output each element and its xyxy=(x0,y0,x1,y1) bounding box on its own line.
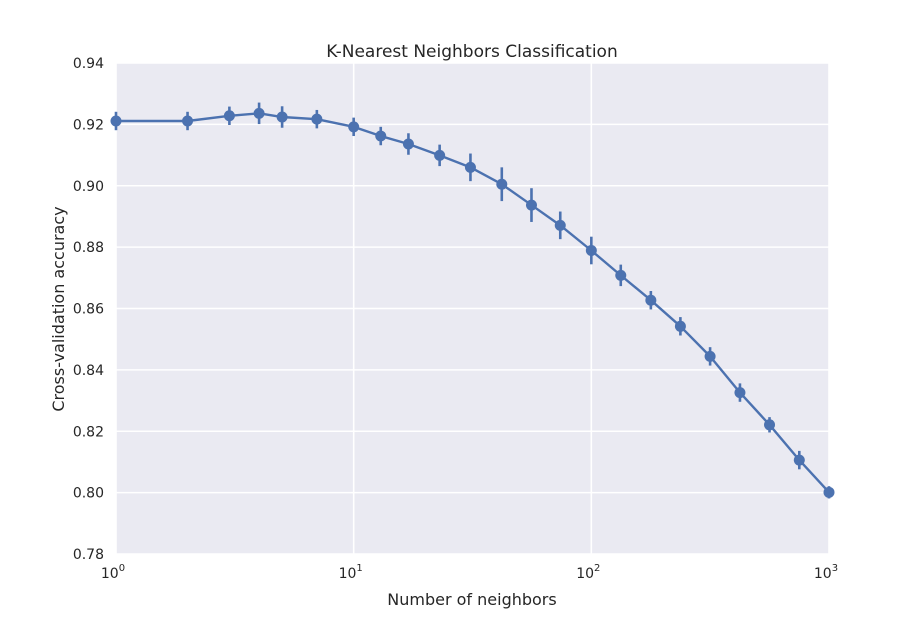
x-tick-exponent: 0 xyxy=(119,563,125,574)
x-tick-exponent: 1 xyxy=(356,563,362,574)
data-point xyxy=(110,115,122,127)
y-axis-label: Cross-validation accuracy xyxy=(49,206,68,411)
y-tick-label: 0.86 xyxy=(73,302,104,318)
x-tick-label: 103 xyxy=(814,563,838,582)
data-point xyxy=(496,178,508,190)
x-tick-label: 100 xyxy=(101,563,125,582)
x-tick-base: 10 xyxy=(101,566,119,582)
data-point xyxy=(348,121,360,133)
data-point xyxy=(311,113,323,125)
x-tick-base: 10 xyxy=(339,566,357,582)
x-tick-base: 10 xyxy=(576,566,594,582)
y-tick-label: 0.78 xyxy=(73,547,104,563)
y-tick-label: 0.90 xyxy=(73,179,104,195)
y-tick-label: 0.84 xyxy=(73,363,104,379)
data-point xyxy=(645,294,657,306)
data-point xyxy=(402,138,414,150)
y-tick-label: 0.92 xyxy=(73,117,104,133)
y-tick-label: 0.80 xyxy=(73,486,104,502)
data-point xyxy=(525,199,537,211)
y-tick-label: 0.94 xyxy=(73,56,104,72)
data-point xyxy=(253,107,265,119)
data-point xyxy=(182,115,194,127)
y-axis-ticks: 0.78 0.80 0.82 0.84 0.86 0.88 0.90 0.92 0.94 xyxy=(73,56,104,563)
data-point xyxy=(764,419,776,431)
data-point xyxy=(464,161,476,173)
chart-title: K-Nearest Neighbors Classification xyxy=(326,42,617,62)
x-tick-exponent: 2 xyxy=(594,563,600,574)
data-point xyxy=(554,219,566,231)
data-point xyxy=(823,486,835,498)
data-point xyxy=(615,269,627,281)
x-axis-label: Number of neighbors xyxy=(387,590,556,609)
x-tick-label: 102 xyxy=(576,563,600,582)
data-point xyxy=(434,149,446,161)
y-tick-label: 0.88 xyxy=(73,240,104,256)
x-tick-exponent: 3 xyxy=(832,563,838,574)
data-point xyxy=(276,111,288,123)
data-point xyxy=(223,110,235,122)
series-group xyxy=(110,102,835,499)
data-point xyxy=(375,130,387,142)
data-point xyxy=(793,454,805,466)
data-point xyxy=(674,320,686,332)
grid-lines xyxy=(115,62,830,555)
x-tick-base: 10 xyxy=(814,566,832,582)
x-tick-label: 101 xyxy=(339,563,363,582)
data-point xyxy=(734,387,746,399)
data-point xyxy=(704,350,716,362)
y-tick-label: 0.82 xyxy=(73,424,104,440)
x-axis-ticks: 100 101 102 103 xyxy=(101,563,838,582)
data-point xyxy=(585,245,597,257)
